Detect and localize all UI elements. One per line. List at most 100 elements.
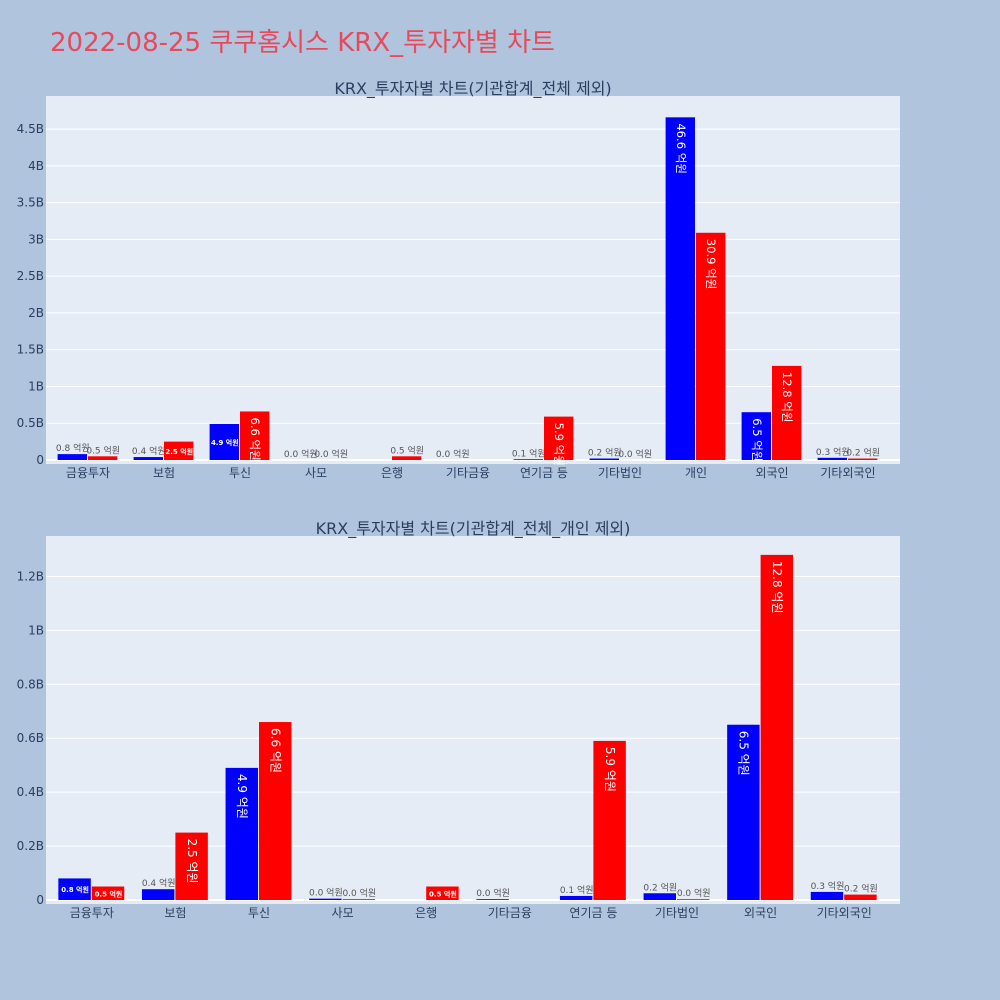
x-tick-label: 연기금 등 bbox=[520, 466, 568, 480]
data-label: 0.0 억원 bbox=[342, 887, 376, 899]
bar bbox=[91, 886, 125, 900]
data-label: 0.5 억원 bbox=[95, 889, 123, 898]
bar bbox=[741, 412, 771, 460]
y-tick-label: 1.2B bbox=[17, 569, 44, 583]
data-label: 30.9 억원 bbox=[704, 239, 718, 290]
x-tick-label: 외국인 bbox=[744, 906, 777, 920]
y-tick-label: 1B bbox=[28, 379, 44, 393]
y-tick-label: 4B bbox=[28, 159, 44, 173]
x-tick-label: 은행 bbox=[415, 905, 437, 920]
data-label: 0.0 억원 bbox=[677, 887, 711, 899]
bar bbox=[58, 878, 91, 900]
bar bbox=[848, 458, 878, 460]
data-label: 0.0 억원 bbox=[476, 887, 510, 899]
bar bbox=[844, 894, 877, 900]
y-tick-label: 4.5B bbox=[17, 122, 44, 136]
y-tick-label: 0 bbox=[36, 893, 44, 907]
data-label: 0.1 억원 bbox=[512, 447, 546, 459]
y-tick-label: 1.5B bbox=[17, 343, 44, 357]
bar bbox=[643, 893, 676, 900]
data-label: 0.3 억원 bbox=[811, 880, 845, 892]
data-label: 5.9 억원 bbox=[603, 747, 617, 792]
y-tick-label: 1B bbox=[28, 623, 44, 637]
y-tick-label: 3B bbox=[28, 232, 44, 246]
data-label: 0.0 억원 bbox=[314, 448, 348, 460]
data-label: 0.2 억원 bbox=[643, 881, 677, 893]
data-label: 6.5 억원 bbox=[737, 731, 751, 776]
x-tick-label: 기타금융 bbox=[488, 906, 532, 920]
bar bbox=[760, 554, 794, 900]
bar bbox=[544, 416, 574, 460]
x-tick-label: 투신 bbox=[248, 906, 270, 920]
data-label: 12.8 억원 bbox=[770, 561, 784, 614]
bar bbox=[559, 895, 593, 900]
data-label: 2.5 억원 bbox=[185, 839, 199, 884]
data-label: 0.0 억원 bbox=[436, 448, 470, 460]
x-tick-label: 은행 bbox=[381, 465, 403, 480]
data-label: 0.2 억원 bbox=[844, 883, 878, 895]
plot-area bbox=[46, 96, 900, 464]
chart-title: KRX_투자자별 차트(기관합계_전체_개인 제외) bbox=[316, 519, 631, 539]
x-tick-label: 외국인 bbox=[755, 466, 788, 480]
data-label: 12.8 억원 bbox=[780, 372, 794, 423]
bar bbox=[392, 456, 422, 460]
x-tick-label: 기타법인 bbox=[655, 906, 699, 920]
x-tick-label: 기타외국인 bbox=[820, 466, 875, 480]
y-tick-label: 0.5B bbox=[17, 416, 44, 430]
bar bbox=[810, 891, 844, 900]
bar bbox=[141, 889, 175, 900]
data-label: 0.8 억원 bbox=[56, 442, 90, 454]
x-tick-label: 사모 bbox=[305, 466, 327, 480]
bar bbox=[164, 441, 194, 460]
y-tick-label: 0.4B bbox=[17, 785, 44, 799]
y-tick-label: 2B bbox=[28, 306, 44, 320]
data-label: 0.0 억원 bbox=[309, 887, 343, 899]
y-tick-label: 0.2B bbox=[17, 839, 44, 853]
data-label: 0.2 억원 bbox=[588, 447, 622, 459]
bar bbox=[240, 411, 270, 460]
data-label: 5.9 억원 bbox=[552, 423, 566, 466]
data-label: 0.1 억원 bbox=[560, 884, 594, 896]
x-tick-label: 기타법인 bbox=[598, 466, 642, 480]
bar bbox=[772, 365, 802, 460]
y-tick-label: 3.5B bbox=[17, 196, 44, 210]
chart-title: KRX_투자자별 차트(기관합계_전체 제외) bbox=[334, 79, 611, 99]
data-label: 2.5 억원 bbox=[165, 447, 193, 456]
y-tick-label: 0.6B bbox=[17, 731, 44, 745]
bar bbox=[225, 767, 258, 900]
data-label: 0.0 억원 bbox=[284, 448, 318, 460]
x-tick-label: 사모 bbox=[332, 906, 354, 920]
bar bbox=[133, 457, 163, 460]
y-tick-label: 0.8B bbox=[17, 677, 44, 691]
data-label: 0.5 억원 bbox=[390, 444, 424, 456]
bar bbox=[426, 886, 459, 900]
bar bbox=[589, 458, 619, 460]
bar bbox=[88, 456, 118, 460]
bar bbox=[677, 899, 710, 900]
bar bbox=[259, 722, 292, 900]
y-tick-label: 0 bbox=[36, 453, 44, 467]
data-label: 0.4 억원 bbox=[142, 877, 176, 889]
data-label: 6.6 억원 bbox=[269, 728, 283, 773]
bar bbox=[175, 832, 208, 900]
x-tick-label: 보험 bbox=[164, 906, 186, 920]
data-label: 6.6 억원 bbox=[248, 417, 262, 460]
y-tick-label: 2.5B bbox=[17, 269, 44, 283]
data-label: 0.3 억원 bbox=[816, 446, 850, 458]
bar bbox=[209, 423, 239, 460]
x-tick-label: 투신 bbox=[229, 466, 251, 480]
bar bbox=[817, 457, 847, 460]
data-label: 46.6 억원 bbox=[674, 123, 688, 174]
x-tick-label: 금융투자 bbox=[70, 906, 114, 920]
page-title: 2022-08-25 쿠쿠홈시스 KRX_투자자별 차트 bbox=[50, 28, 555, 58]
bar bbox=[309, 898, 342, 900]
x-tick-label: 기타금융 bbox=[446, 466, 490, 480]
bar bbox=[696, 232, 726, 460]
bar bbox=[727, 724, 760, 900]
chart-1: KRX_투자자별 차트(기관합계_전체 제외) 0 0.5B 1B 1.5B 2B 2.5B… bbox=[17, 79, 900, 480]
bar bbox=[513, 459, 543, 460]
x-tick-label: 연기금 등 bbox=[569, 906, 617, 920]
bar bbox=[57, 454, 87, 460]
data-label: 0.2 억원 bbox=[846, 447, 880, 459]
chart-2: KRX_투자자별 차트(기관합계_전체_개인 제외) 0 0.2B 0.4B 0.6B 0… bbox=[17, 519, 900, 920]
